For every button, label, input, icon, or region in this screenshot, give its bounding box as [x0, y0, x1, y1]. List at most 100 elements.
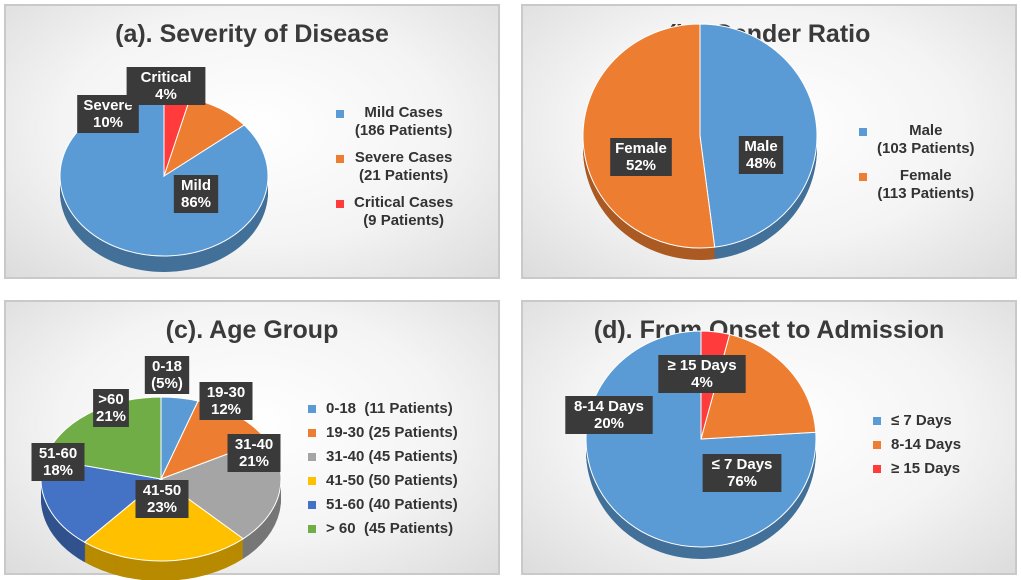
data-label-text: 0-18: [152, 358, 182, 375]
pie-slice-le-7-days: [585, 330, 817, 548]
data-label-text: Severe: [83, 97, 132, 114]
legend-text: 51-60 (40 Patients): [326, 496, 458, 513]
data-label-text: 86%: [181, 194, 211, 211]
legend-swatch: [859, 173, 867, 181]
data-label-text: 12%: [211, 401, 241, 418]
data-label-text: 8-14 Days: [574, 398, 644, 415]
legend-text: 0-18 (11 Patients): [326, 400, 453, 417]
panel-age-group: (c). Age Group 0-18 (5%) 19-30 12% 31-40 21% 4…: [4, 300, 500, 580]
data-label-text: 23%: [147, 499, 177, 516]
legend-swatch: [859, 128, 867, 136]
legend-swatch: [308, 477, 316, 485]
legend-swatch: [308, 501, 316, 509]
data-label-text: 21%: [96, 408, 126, 425]
legend-severity: Mild Cases (186 Patients) Severe Cases (21 …: [336, 104, 453, 239]
legend-text: Severe Cases: [354, 149, 453, 166]
data-label-text: 19-30: [207, 384, 245, 401]
legend-text: (103 Patients): [877, 140, 975, 157]
pie-chart-age-group: 0-18(5%)19-3012%31-4021%41-5023%51-6018%…: [31, 356, 282, 580]
legend-item-0-18: 0-18 (11 Patients): [308, 400, 458, 418]
legend-item-mild: Mild Cases (186 Patients): [336, 104, 453, 140]
data-label-text: Female: [615, 140, 667, 157]
legend-item-41-50: 41-50 (50 Patients): [308, 472, 458, 490]
legend-text: > 60 (45 Patients): [326, 520, 454, 537]
legend-swatch: [336, 200, 344, 208]
legend-text: ≥ 15 Days: [891, 460, 961, 477]
data-label-text: 76%: [727, 473, 757, 490]
panel-severity: (a). Severity of Disease Mild 86% Severe 10…: [4, 4, 500, 279]
legend-text: (21 Patients): [359, 167, 449, 184]
pie-slice-41-50: [83, 478, 245, 562]
data-label-text: (5%): [151, 375, 183, 392]
legend-swatch: [873, 465, 881, 473]
chart-title: (c). Age Group: [165, 316, 339, 344]
data-label-text: 10%: [93, 114, 123, 131]
data-label-text: 52%: [626, 157, 656, 174]
legend-item-critical: Critical Cases (9 Patients): [336, 194, 453, 230]
legend-text: (186 Patients): [354, 122, 453, 139]
legend-swatch: [308, 405, 316, 413]
legend-text: 19-30 (25 Patients): [326, 424, 458, 441]
data-label-text: >60: [98, 391, 123, 408]
legend-swatch: [873, 441, 881, 449]
data-label-text: Mild: [181, 177, 211, 194]
legend-item-le-7-days: ≤ 7 Days: [873, 412, 961, 430]
data-label-text: 31-40: [235, 436, 273, 453]
data-label-text: ≤ 7 Days: [712, 456, 773, 473]
legend-age-group: 0-18 (11 Patients) 19-30 (25 Patients) 31-…: [308, 400, 458, 544]
legend-text: (113 Patients): [877, 185, 975, 202]
legend-text: Male: [909, 122, 943, 139]
legend-item-female: Female (113 Patients): [859, 167, 975, 203]
data-label-text: Male: [744, 138, 777, 155]
data-label-text: 51-60: [39, 445, 77, 462]
legend-text: 41-50 (50 Patients): [326, 472, 458, 489]
data-label-0-18: 0-18(5%): [144, 356, 190, 394]
data-label-text: Critical: [141, 69, 192, 86]
data-label-text: 4%: [691, 374, 713, 391]
legend-item-8-14-days: 8-14 Days: [873, 436, 961, 454]
legend-item-31-40: 31-40 (45 Patients): [308, 448, 458, 466]
legend-item-51-60: 51-60 (40 Patients): [308, 496, 458, 514]
legend-swatch: [336, 110, 344, 118]
legend-swatch: [308, 429, 316, 437]
legend-gender: Male (103 Patients) Female (113 Patients): [859, 122, 975, 212]
data-label-text: 4%: [155, 86, 177, 103]
data-label-text: 41-50: [143, 482, 181, 499]
legend-text: Critical Cases: [354, 194, 454, 211]
data-label-text: 21%: [239, 453, 269, 470]
chart-title: (d). From Onset to Admission: [593, 316, 945, 344]
legend-swatch: [308, 525, 316, 533]
legend-text: Female: [899, 167, 952, 184]
pie-slice-male: [699, 23, 818, 248]
legend-text: Mild Cases: [364, 104, 443, 121]
legend-text: ≤ 7 Days: [891, 412, 952, 429]
legend-swatch: [308, 453, 316, 461]
legend-text: 8-14 Days: [891, 436, 962, 453]
panel-gender: (b). Gender Ratio Male 48% Female 52% Male(…: [521, 4, 1017, 279]
data-label-text: 48%: [746, 155, 776, 172]
chart-title: (a). Severity of Disease: [115, 20, 389, 48]
legend-text: (9 Patients): [363, 212, 445, 229]
panel-onset: (d). From Onset to Admission ≤ 7 Days 76%…: [521, 300, 1017, 575]
legend-item-19-30: 19-30 (25 Patients): [308, 424, 458, 442]
data-label-text: 18%: [43, 462, 73, 479]
legend-item-gt60: > 60 (45 Patients): [308, 520, 458, 538]
legend-onset: ≤ 7 Days 8-14 Days ≥ 15 Days: [873, 412, 961, 484]
legend-item-severe: Severe Cases (21 Patients): [336, 149, 453, 185]
data-label-text: ≥ 15 Days: [667, 357, 736, 374]
legend-text: 31-40 (45 Patients): [326, 448, 458, 465]
